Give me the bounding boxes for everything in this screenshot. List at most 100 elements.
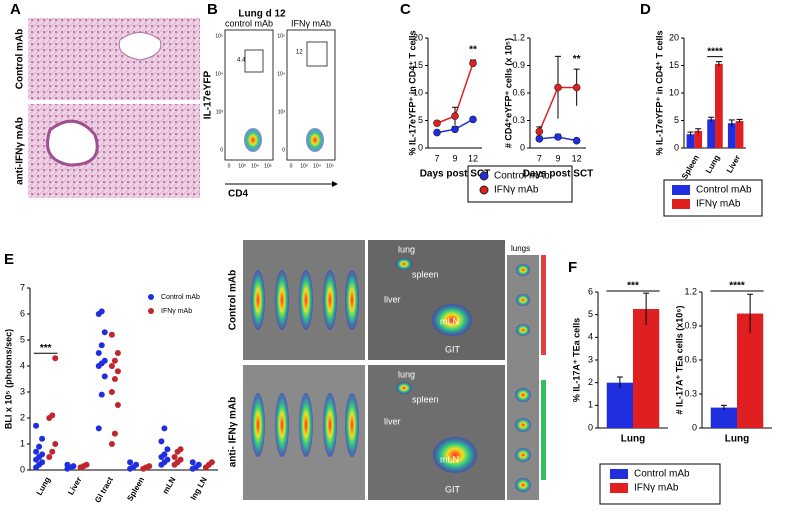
y-tick-label: 5: [20, 334, 25, 344]
flow-tick-label: 10⁵: [326, 163, 334, 169]
flow-x-label: CD4: [228, 189, 248, 200]
y-tick-label: 4: [20, 360, 25, 370]
dot: [70, 463, 77, 470]
flow-tick-label: 10⁵: [264, 163, 272, 169]
flow-tick-label: 0: [228, 163, 231, 169]
dot: [111, 357, 118, 364]
organ-label: lung: [398, 244, 415, 254]
dot: [164, 446, 171, 453]
dot: [108, 331, 115, 338]
flow-tick-label: 0: [220, 147, 223, 153]
y-axis-label: BLI x 10⁵ (photons/sec): [3, 329, 13, 429]
x-tick-label: Lung: [621, 434, 645, 445]
panel-letter: E: [4, 251, 14, 268]
y-tick-label: 0: [692, 422, 697, 432]
dot: [33, 422, 40, 429]
dot: [39, 451, 46, 458]
organ-label: GIT: [445, 344, 461, 354]
y-tick-label: 0: [674, 142, 679, 152]
legend-swatch: [672, 199, 690, 209]
dot: [108, 389, 115, 395]
legend-label: Control mAb: [494, 171, 550, 182]
bar: [707, 119, 715, 148]
image-label: anti- IFNγ mAb: [228, 397, 239, 468]
organ-label: mLN: [440, 454, 459, 464]
dot: [49, 412, 56, 419]
dot: [39, 459, 46, 466]
organ-label: spleen: [412, 269, 439, 279]
x-tick-label: 9: [555, 153, 560, 163]
y-tick-label: 1: [588, 400, 593, 410]
y-tick-label: 0.9: [512, 60, 525, 70]
marker: [554, 83, 562, 92]
y-tick-label: 0.3: [684, 388, 697, 398]
organ-label: liver: [384, 294, 401, 304]
y-tick-label: 3: [20, 386, 25, 396]
legend-label: Control mAb: [696, 185, 752, 196]
x-tick-label: Liver: [725, 154, 742, 175]
dot: [98, 308, 105, 315]
flow-y-label: IL-17eYFP: [203, 71, 214, 120]
legend-label: IFNγ mAb: [696, 199, 741, 210]
x-tick-label: 7: [537, 153, 542, 163]
dot: [33, 448, 40, 455]
flow-tick-label: 10³: [216, 109, 224, 115]
legend-label: Control mAb: [161, 294, 200, 301]
y-axis-label: % IL-17A⁺ TEa cells: [571, 318, 581, 402]
organ-label: liver: [384, 416, 401, 426]
bar: [686, 134, 695, 148]
y-tick-label: 10: [413, 87, 423, 97]
y-tick-label: 5: [418, 115, 423, 125]
annotation: ****: [707, 46, 723, 57]
annotation: **: [573, 54, 581, 65]
dot: [83, 461, 90, 468]
y-tick-label: 15: [669, 60, 679, 70]
flow-tick-label: 10³: [238, 163, 246, 169]
image-label: anti-IFNγ mAb: [15, 117, 26, 185]
y-tick-label: 15: [413, 60, 423, 70]
marker: [572, 83, 581, 92]
y-tick-label: 20: [669, 32, 679, 42]
y-axis-label: % IL-17eYFP⁺ in CD4⁺ T cells: [654, 30, 664, 155]
y-tick-label: 0.6: [512, 87, 525, 97]
flow-plot-label: IFNγ mAb: [291, 18, 331, 28]
legend-marker: [148, 308, 154, 314]
dot: [177, 456, 184, 463]
legend-label: IFNγ mAb: [161, 308, 192, 315]
organ-image: [368, 240, 505, 360]
flow-tick-label: 10³: [278, 109, 286, 115]
y-tick-label: 4: [588, 332, 593, 342]
flow-title: Lung d 12: [238, 9, 286, 20]
dot: [52, 441, 59, 447]
airway: [46, 119, 99, 167]
x-tick-label: mLN: [161, 475, 178, 495]
dot: [108, 363, 115, 369]
x-tick-label: GI tract: [93, 475, 115, 504]
dot: [146, 463, 153, 470]
bar: [633, 309, 660, 428]
dot: [101, 329, 108, 336]
dot: [95, 425, 102, 432]
x-axis-label: Days post SCT: [420, 169, 491, 180]
legend-label: IFNγ mAb: [494, 185, 539, 196]
x-tick-label: 9: [452, 153, 457, 163]
organ-image: [368, 365, 505, 500]
flow-tick-label: 10⁵: [215, 33, 223, 39]
bar: [710, 407, 737, 428]
y-tick-label: 20: [413, 32, 423, 42]
dot: [127, 459, 134, 466]
y-tick-label: 0: [520, 142, 525, 152]
dot: [111, 430, 118, 437]
x-tick-label: Ing LN: [189, 475, 209, 501]
y-tick-label: 5: [588, 309, 593, 319]
marker: [469, 115, 477, 124]
y-tick-label: 0.3: [512, 115, 525, 125]
marker: [535, 127, 544, 136]
dot: [208, 459, 215, 466]
lungs-image: [507, 255, 539, 500]
y-axis-label: % IL-17eYFP⁺ in CD4⁺ T cells: [407, 30, 417, 155]
flow-tick-label: 10³: [300, 163, 308, 169]
x-tick-label: Lung: [35, 475, 53, 497]
flow-plot-label: control mAb: [225, 18, 273, 28]
organ-label: GIT: [445, 484, 461, 494]
